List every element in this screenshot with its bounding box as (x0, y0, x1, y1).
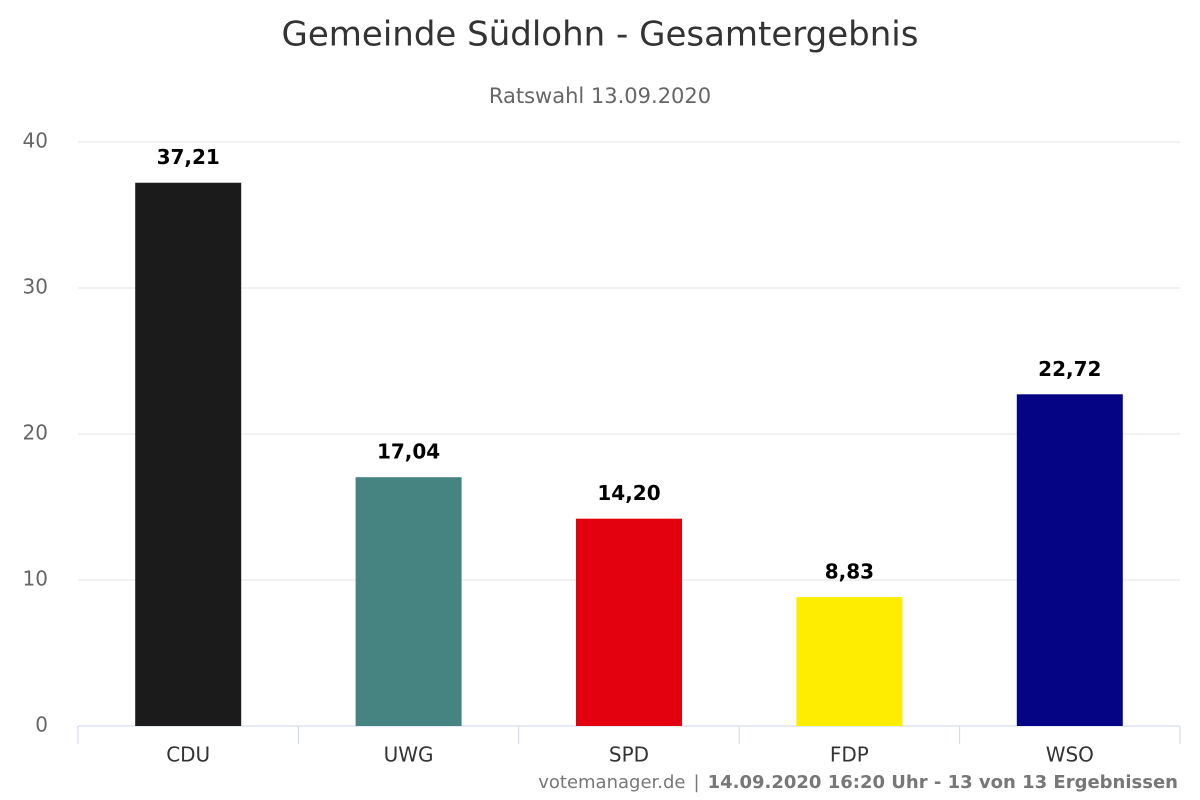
data-label: 8,83 (825, 560, 874, 584)
chart-subtitle: Ratswahl 13.09.2020 (489, 84, 711, 108)
bar (576, 518, 682, 726)
x-tick-label: FDP (830, 743, 869, 767)
data-label: 22,72 (1038, 357, 1101, 381)
credit-source: votemanager.de (538, 772, 685, 793)
data-label: 37,21 (157, 145, 220, 169)
bar (135, 182, 242, 726)
bar (1016, 394, 1123, 726)
x-tick-label: WSO (1046, 743, 1094, 767)
x-tick-label: SPD (609, 743, 649, 767)
y-tick-label: 20 (23, 421, 48, 445)
y-tick-label: 0 (35, 713, 48, 737)
chart-title: Gemeinde Südlohn - Gesamtergebnis (282, 15, 919, 55)
data-label: 14,20 (597, 481, 660, 505)
bar (355, 477, 462, 726)
credit-separator: | (694, 772, 700, 793)
credits: votemanager.de | 14.09.2020 16:20 Uhr - 13… (538, 772, 1178, 793)
y-tick-label: 10 (23, 567, 48, 591)
x-tick-label: UWG (384, 743, 434, 767)
bar (796, 597, 903, 726)
data-label: 17,04 (377, 440, 440, 464)
credit-info: 14.09.2020 16:20 Uhr - 13 von 13 Ergebni… (708, 772, 1178, 793)
x-tick-label: CDU (166, 743, 210, 767)
y-tick-label: 40 (23, 129, 48, 153)
y-tick-label: 30 (23, 275, 48, 299)
